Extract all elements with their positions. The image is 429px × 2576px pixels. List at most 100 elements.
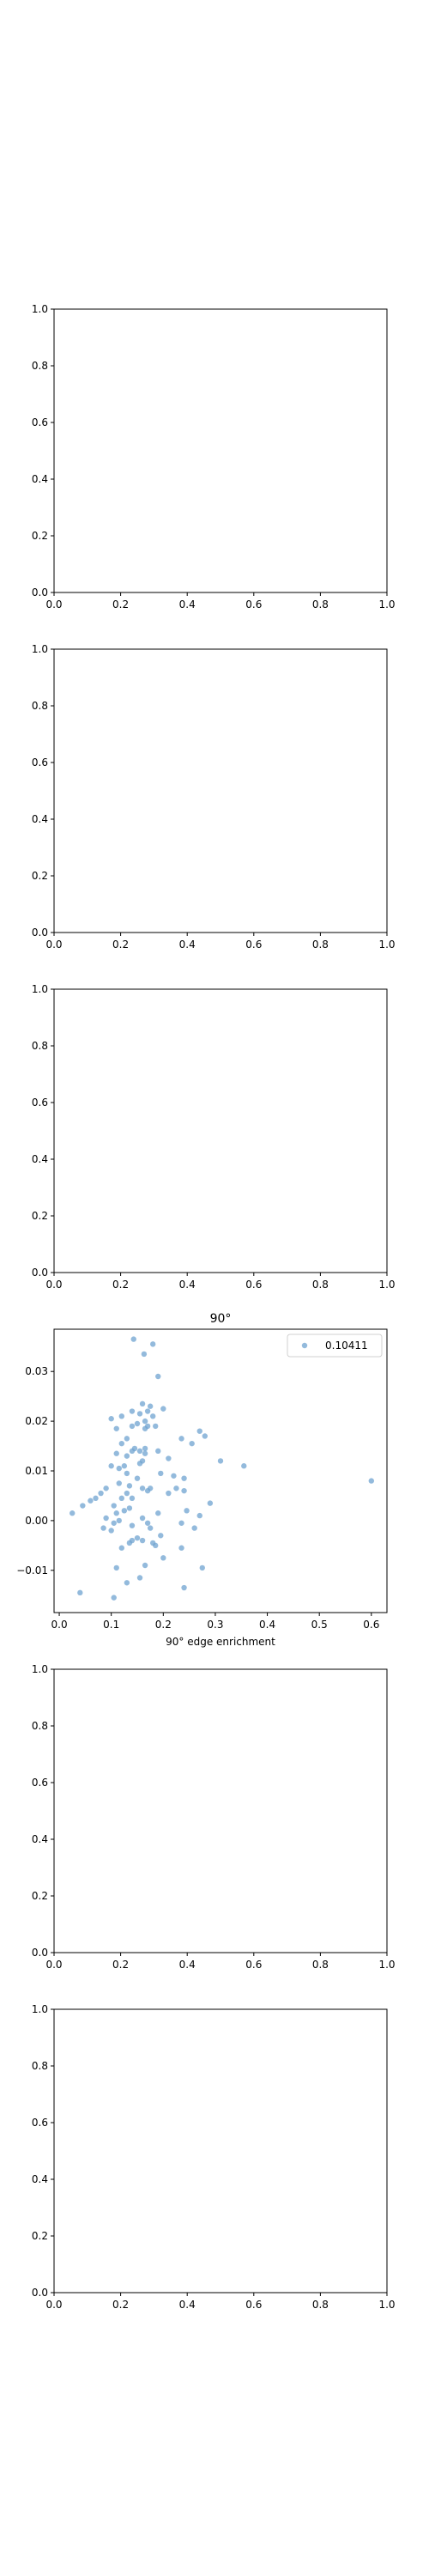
data-point — [144, 1520, 151, 1526]
x-tick-label: 0.4 — [179, 1279, 196, 1291]
data-point — [118, 1545, 125, 1551]
data-point — [136, 1461, 143, 1467]
data-point — [129, 1408, 136, 1414]
data-point — [166, 1490, 172, 1497]
x-tick-label: 0.0 — [45, 939, 62, 951]
legend-entry: 0.10411 — [325, 1340, 368, 1352]
x-tick-label: 0.1 — [103, 1619, 119, 1631]
data-point — [118, 1413, 125, 1419]
data-point — [124, 1580, 130, 1586]
y-tick-label: 1.0 — [32, 983, 48, 995]
data-point — [69, 1510, 76, 1516]
y-tick-label: 0.4 — [32, 473, 48, 485]
data-point — [173, 1485, 179, 1492]
y-tick-label: 0.2 — [32, 870, 48, 882]
y-tick-label: 0.02 — [25, 1415, 48, 1427]
data-point — [166, 1455, 172, 1461]
axes-frame — [53, 2008, 388, 2293]
y-tick-label: 0.6 — [32, 756, 48, 769]
data-point — [111, 1595, 117, 1601]
x-tick-label: 0.2 — [112, 1959, 129, 1971]
y-tick-label: 0.8 — [32, 1040, 48, 1052]
y-tick-label: 0.6 — [32, 2117, 48, 2129]
data-point — [93, 1495, 99, 1502]
data-point — [141, 1351, 148, 1358]
y-tick-label: 0.03 — [25, 1365, 48, 1377]
data-point — [124, 1490, 130, 1497]
x-tick-label: 0.5 — [311, 1619, 328, 1631]
x-tick-label: 0.8 — [312, 939, 329, 951]
data-point — [121, 1508, 128, 1514]
y-tick-label: 0.4 — [32, 813, 48, 825]
x-tick-label: 0.2 — [112, 598, 129, 611]
data-point — [142, 1562, 148, 1569]
x-tick-label: 0.8 — [312, 598, 329, 611]
data-point — [108, 1463, 114, 1469]
data-point — [134, 1534, 141, 1541]
y-tick-label: 0.0 — [32, 2287, 48, 2299]
data-point — [149, 1413, 156, 1419]
chart-title: 90° — [210, 1312, 232, 1326]
y-tick-label: 0.8 — [32, 1720, 48, 1732]
data-point — [113, 1425, 119, 1431]
data-point — [108, 1416, 114, 1422]
data-point — [241, 1463, 247, 1469]
data-point — [144, 1408, 151, 1414]
y-tick-label: 0.6 — [32, 1777, 48, 1789]
y-tick-label: 1.0 — [32, 303, 48, 315]
y-tick-label: 0.4 — [32, 1833, 48, 1845]
data-point — [368, 1478, 375, 1484]
data-point — [144, 1487, 151, 1494]
x-tick-label: 0.0 — [45, 1279, 62, 1291]
data-point — [139, 1400, 146, 1407]
x-tick-label: 0.6 — [245, 1959, 262, 1971]
data-point — [202, 1433, 208, 1439]
data-point — [196, 1512, 202, 1519]
data-point — [100, 1525, 106, 1531]
data-point — [118, 1440, 125, 1447]
data-point — [139, 1485, 146, 1492]
y-tick-label: 0.0 — [32, 586, 48, 598]
data-point — [80, 1503, 86, 1509]
data-point — [189, 1440, 195, 1447]
scatter-points — [69, 1336, 375, 1601]
subplot-4: 0.0 0.1 0.2 0.3 0.4 0.5 0.6 −0.01 0.00 0.01 0.02 0.… — [16, 1312, 388, 1648]
y-tick-label: 1.0 — [32, 1663, 48, 1675]
x-tick-label: 0.3 — [207, 1619, 223, 1631]
data-point — [142, 1425, 148, 1431]
subplot-6: 0.0 0.2 0.4 0.6 0.8 1.0 0.0 0.2 0.4 0.6 0.8 1.0 — [32, 2003, 396, 2311]
data-point — [126, 1505, 133, 1511]
data-point — [113, 1510, 119, 1516]
data-point — [136, 1411, 143, 1417]
data-point — [191, 1525, 197, 1531]
data-point — [207, 1500, 214, 1506]
x-tick-label: 0.6 — [245, 939, 262, 951]
subplot-2: 0.0 0.2 0.4 0.6 0.8 1.0 0.0 0.2 0.4 0.6 0.8 1.0 — [32, 643, 396, 951]
x-tick-label: 0.4 — [259, 1619, 275, 1631]
data-point — [116, 1480, 122, 1486]
x-tick-label: 0.0 — [45, 2299, 62, 2311]
data-point — [121, 1463, 128, 1469]
data-point — [116, 1465, 122, 1472]
data-point — [171, 1473, 177, 1479]
data-point — [111, 1503, 117, 1509]
data-point — [181, 1584, 187, 1591]
data-point — [139, 1537, 146, 1544]
y-tick-label: 1.0 — [32, 643, 48, 655]
x-tick-label: 1.0 — [378, 598, 395, 611]
legend-marker — [301, 1342, 308, 1349]
y-tick-label: 0.8 — [32, 360, 48, 372]
data-point — [196, 1428, 202, 1434]
legend: 0.10411 — [287, 1334, 383, 1358]
data-point — [113, 1564, 119, 1571]
x-tick-label: 1.0 — [378, 939, 395, 951]
data-point — [181, 1487, 187, 1494]
subplot-5: 0.0 0.2 0.4 0.6 0.8 1.0 0.0 0.2 0.4 0.6 0.8 1.0 — [32, 1663, 396, 1971]
x-tick-label: 0.6 — [245, 2299, 262, 2311]
data-point — [111, 1520, 117, 1526]
x-axis-label: 90° edge enrichment — [166, 1636, 275, 1648]
axes-frame — [53, 1668, 388, 1953]
data-point — [178, 1545, 184, 1551]
data-point — [98, 1490, 104, 1497]
